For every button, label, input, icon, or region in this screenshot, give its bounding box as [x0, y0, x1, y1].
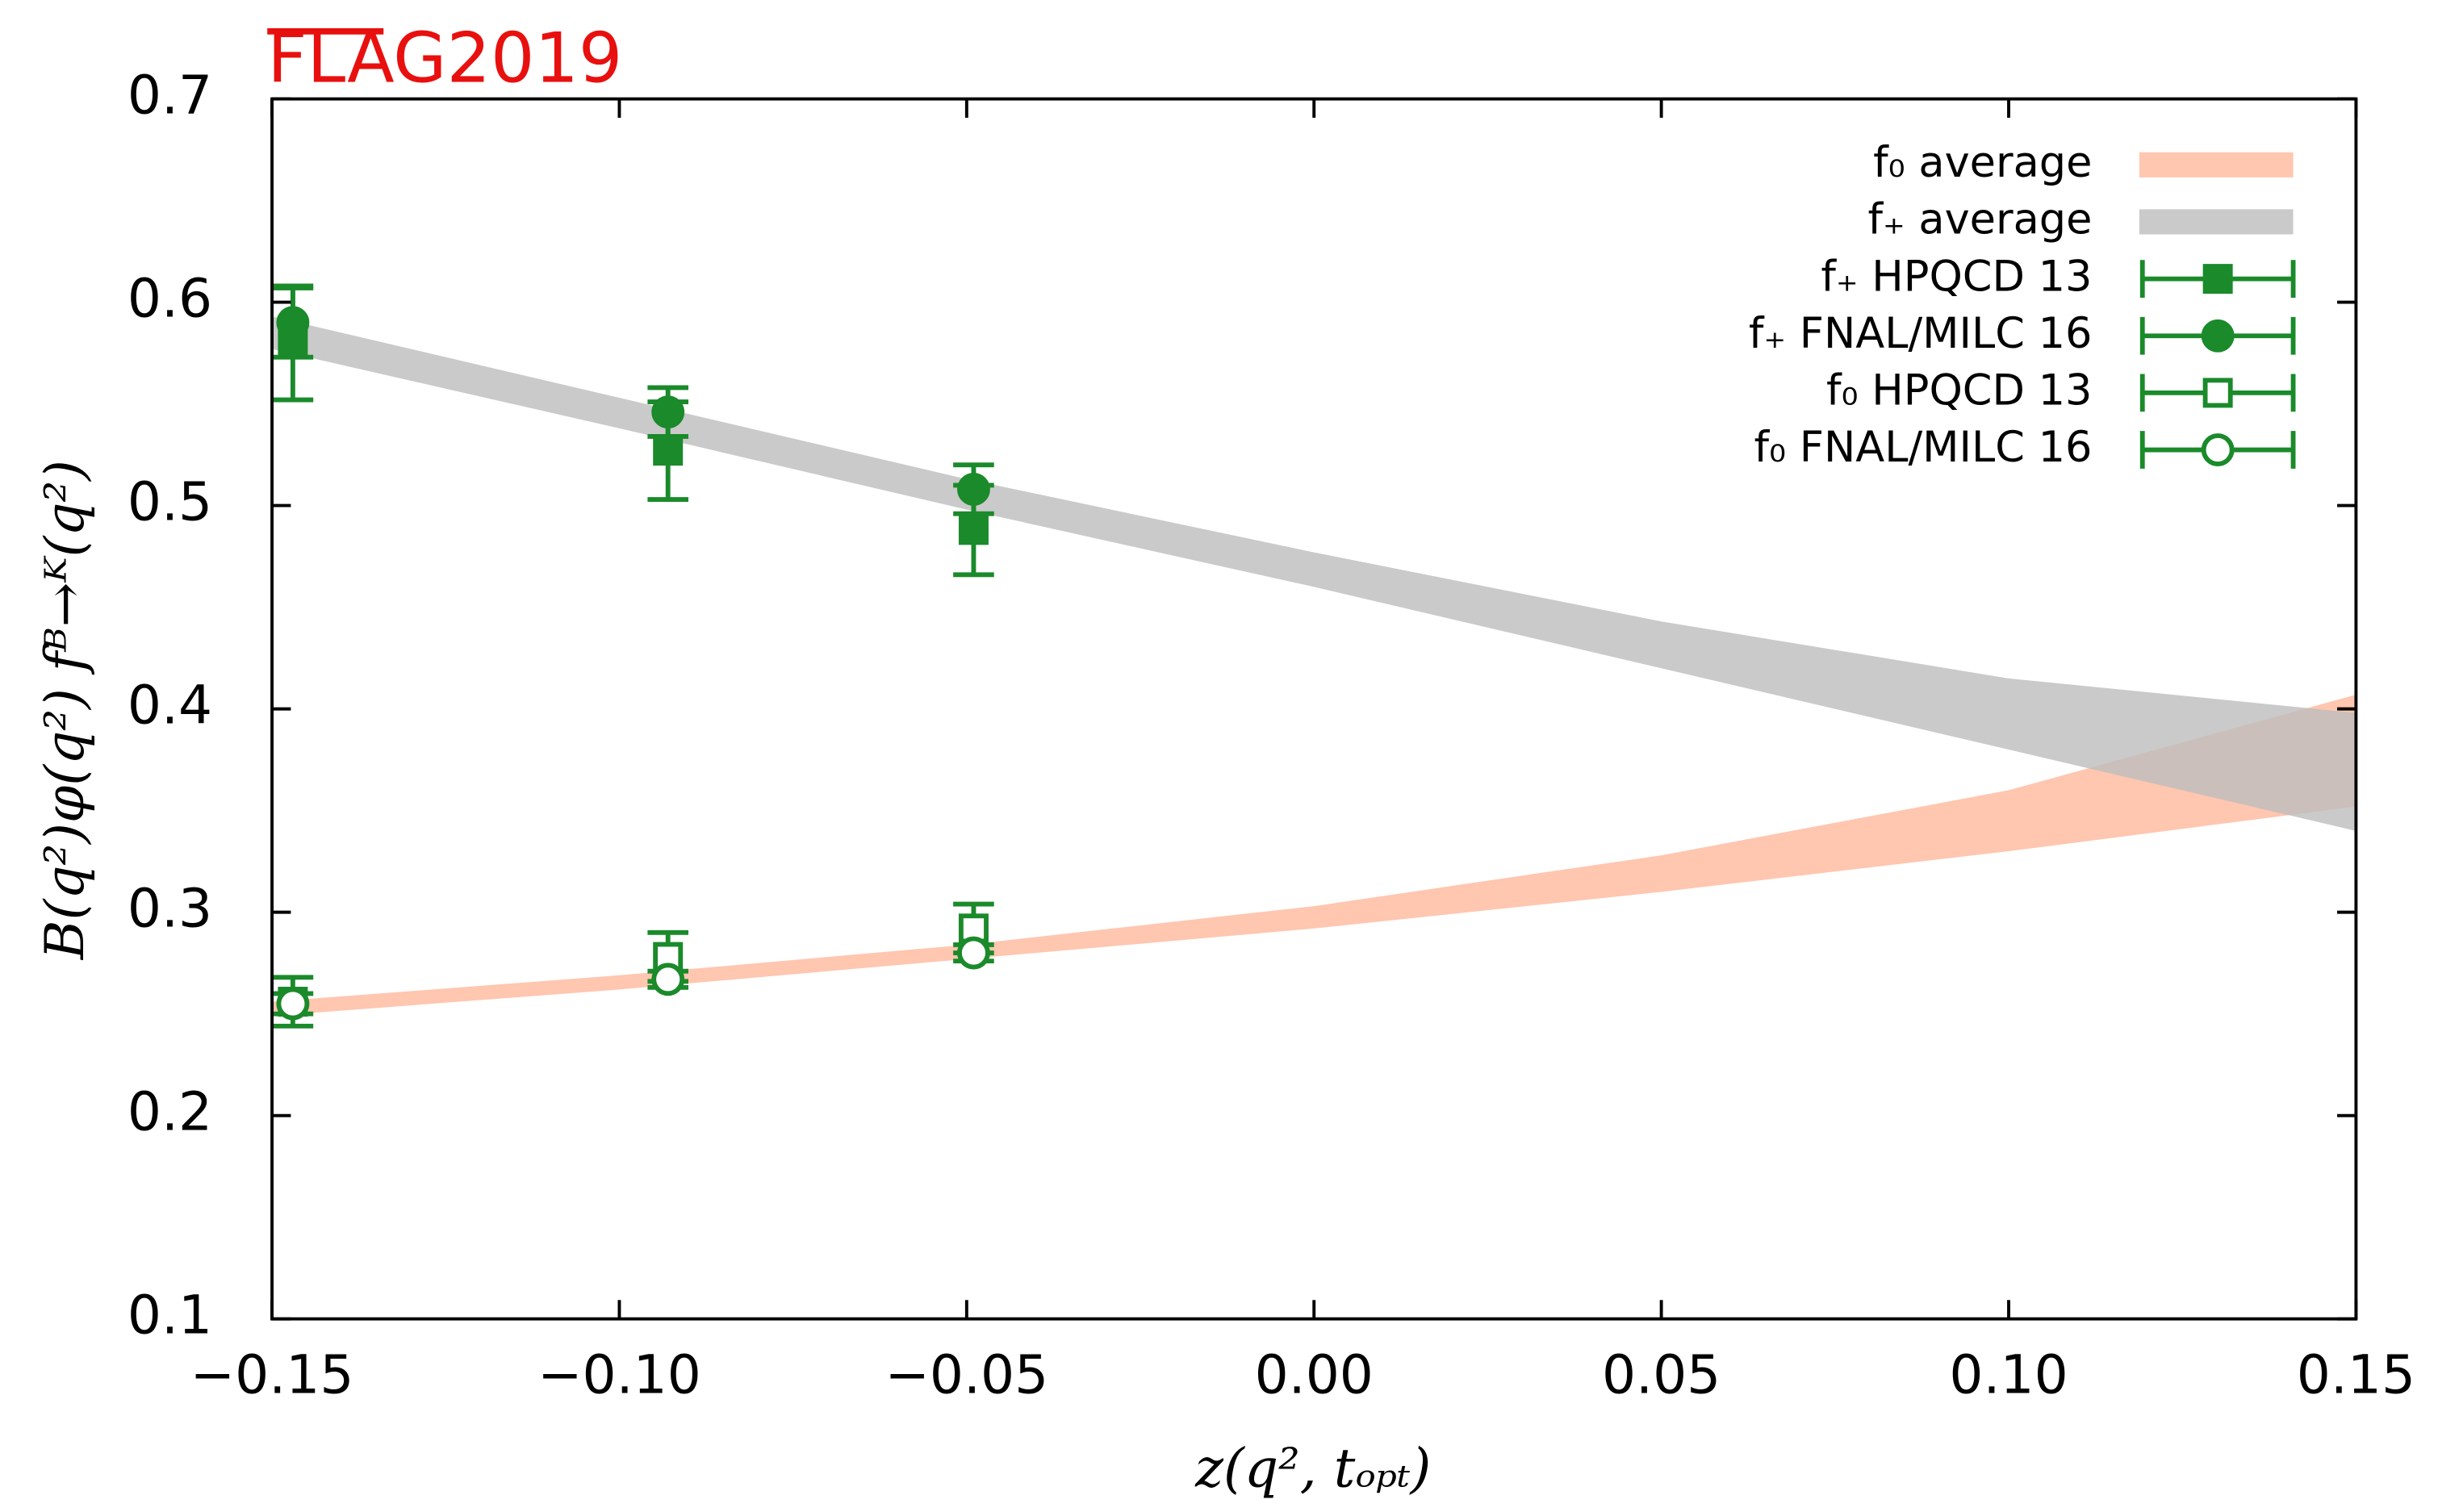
y-tick-label: 0.6 — [128, 268, 212, 330]
x-tick-label: −0.05 — [884, 1344, 1048, 1406]
legend-label: f₊ FNAL/MILC 16 — [1749, 309, 2093, 358]
band — [272, 316, 2356, 831]
point — [653, 436, 684, 466]
x-tick-label: −0.10 — [537, 1344, 701, 1406]
point — [276, 306, 310, 340]
y-tick-label: 0.1 — [128, 1284, 212, 1347]
point — [651, 395, 685, 429]
x-tick-label: −0.15 — [190, 1344, 354, 1406]
point — [957, 473, 990, 506]
y-tick-label: 0.2 — [128, 1081, 212, 1143]
x-tick-label: 0.00 — [1255, 1344, 1374, 1406]
y-tick-label: 0.5 — [128, 471, 212, 533]
legend-marker — [2202, 264, 2233, 294]
legend-label: f₀ HPQCD 13 — [1826, 366, 2092, 416]
legend-label: f₀ average — [1873, 138, 2092, 187]
legend-label: f₀ FNAL/MILC 16 — [1754, 423, 2093, 472]
legend-marker — [2201, 433, 2235, 466]
point — [958, 515, 989, 545]
x-tick-label: 0.10 — [1949, 1344, 2068, 1406]
x-axis-label: z(q², tₒₚₜ) — [1194, 1437, 1431, 1499]
point — [957, 936, 990, 970]
x-tick-label: 0.05 — [1602, 1344, 1721, 1406]
point — [276, 987, 310, 1021]
y-tick-label: 0.7 — [128, 65, 212, 127]
legend-label: f₊ average — [1867, 195, 2092, 244]
y-tick-label: 0.4 — [128, 675, 212, 737]
legend-marker — [2202, 378, 2233, 408]
y-axis-label: B(q²)φ(q²) fᴮ→ᴷ(q²) — [34, 460, 96, 960]
band — [272, 694, 2356, 1017]
legend-label: f₊ HPQCD 13 — [1821, 252, 2092, 301]
y-tick-label: 0.3 — [128, 878, 212, 940]
point — [651, 963, 685, 996]
legend-marker — [2201, 319, 2235, 353]
x-tick-label: 0.15 — [2297, 1344, 2415, 1406]
